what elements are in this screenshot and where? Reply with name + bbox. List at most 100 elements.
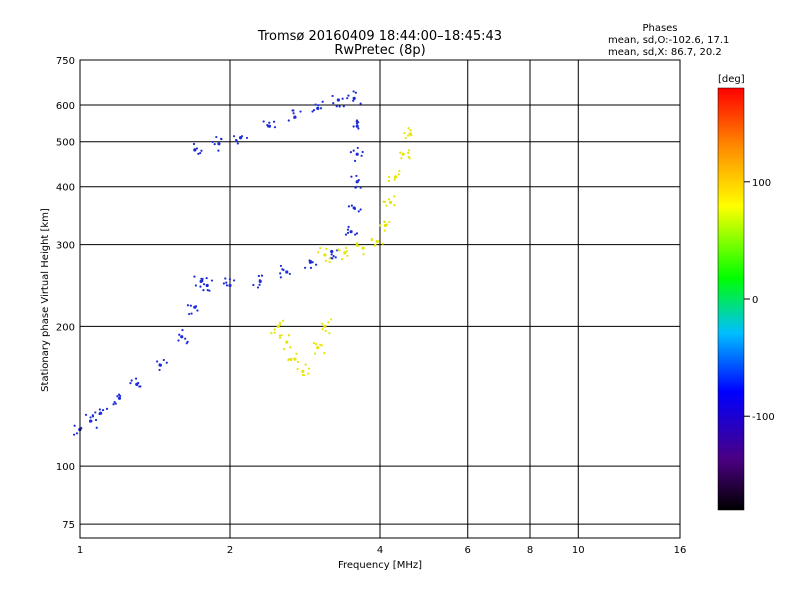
data-point-scatter (352, 90, 355, 93)
y-tick-label: 75 (62, 520, 75, 531)
data-point (117, 396, 122, 400)
data-point-scatter (256, 286, 260, 289)
data-point-scatter (187, 312, 191, 316)
x-tick-label: 6 (465, 545, 471, 556)
data-point-scatter (399, 151, 402, 154)
data-point-scatter (407, 126, 410, 130)
data-point-scatter (353, 207, 356, 210)
data-point (355, 152, 359, 156)
data-point (217, 142, 221, 146)
data-point-scatter (266, 125, 270, 128)
data-point-scatter (292, 109, 295, 112)
data-point-scatter (361, 150, 364, 154)
data-point-scatter (200, 277, 203, 280)
data-point-scatter (352, 125, 355, 128)
data-point-scatter (232, 279, 236, 282)
data-point-scatter (228, 278, 232, 281)
data-point-scatter (95, 426, 98, 429)
colorbar-tick-label: -100 (752, 412, 775, 423)
data-point-scatter (215, 135, 218, 139)
data-point-scatter (130, 379, 133, 382)
data-point-scatter (193, 148, 196, 151)
data-point (330, 249, 334, 254)
data-point-scatter (156, 360, 159, 363)
data-point-scatter (332, 102, 335, 105)
data-point-scatter (349, 151, 353, 154)
data-point (355, 180, 359, 184)
data-point-scatter (314, 263, 318, 266)
data-point-scatter (356, 241, 359, 245)
data-point-scatter (295, 352, 298, 355)
data-point (228, 283, 232, 288)
data-point-scatter (220, 138, 223, 141)
y-tick-label: 750 (56, 56, 75, 67)
data-point-scatter (287, 119, 290, 122)
data-point-scatter (225, 281, 228, 284)
data-point-scatter (303, 266, 307, 269)
data-point-scatter (347, 225, 350, 229)
data-point-scatter (353, 159, 357, 162)
data-point-scatter (208, 289, 211, 292)
data-point-scatter (403, 131, 406, 135)
data-point-scatter (282, 347, 285, 351)
data-point (349, 230, 353, 234)
data-point-scatter (325, 247, 328, 251)
data-point-scatter (194, 284, 197, 287)
data-point-scatter (387, 175, 391, 178)
data-point-scatter (90, 419, 93, 423)
data-point-scatter (321, 322, 324, 325)
data-point-scatter (206, 289, 209, 292)
data-point-scatter (299, 110, 302, 113)
colorbar-tick-label: 100 (752, 178, 771, 189)
data-point-scatter (278, 336, 282, 339)
data-point (293, 357, 297, 361)
data-point-scatter (406, 134, 410, 137)
data-point-scatter (273, 328, 276, 331)
data-point-scatter (89, 416, 92, 419)
data-point-scatter (181, 328, 184, 332)
data-point-scatter (319, 107, 323, 110)
data-point-scatter (360, 154, 363, 157)
data-point-scatter (137, 381, 140, 385)
data-point-scatter (222, 282, 225, 285)
data-point-scatter (350, 204, 353, 207)
data-point-scatter (332, 255, 335, 258)
x-tick-label: 8 (527, 545, 533, 556)
data-point-scatter (388, 220, 391, 224)
data-point-scatter (213, 143, 216, 146)
data-point-scatter (194, 305, 198, 308)
data-point-scatter (308, 367, 311, 370)
data-point-scatter (312, 341, 316, 345)
data-point-scatter (281, 268, 284, 271)
data-point-scatter (262, 120, 265, 123)
data-point-scatter (293, 116, 296, 119)
data-point-scatter (330, 318, 333, 321)
data-point (323, 324, 327, 329)
data-point (352, 96, 356, 100)
data-point-scatter (331, 257, 334, 260)
data-point-scatter (158, 368, 161, 372)
data-point-scatter (312, 109, 316, 112)
data-point-scatter (388, 198, 391, 201)
chart-subtitle: RwPretec (8p) (334, 43, 425, 58)
data-point-scatter (346, 228, 350, 231)
data-point-scatter (359, 186, 362, 189)
data-point-scatter (98, 412, 101, 416)
data-point-scatter (342, 105, 345, 108)
data-point-scatter (292, 112, 295, 115)
data-point (355, 124, 359, 128)
data-point-scatter (400, 157, 403, 160)
colorbar-label: [deg] (718, 74, 745, 85)
plot-frame (79, 59, 681, 539)
x-tick-label: 4 (377, 545, 383, 556)
data-point-scatter (336, 248, 340, 251)
data-point-scatter (370, 239, 373, 242)
data-point-scatter (302, 374, 306, 377)
data-point-scatter (75, 432, 79, 435)
data-point-scatter (352, 99, 355, 102)
data-point-scatter (359, 208, 362, 211)
data-point-scatter (311, 261, 314, 264)
data-point-scatter (195, 147, 199, 150)
data-point-scatter (328, 257, 331, 260)
